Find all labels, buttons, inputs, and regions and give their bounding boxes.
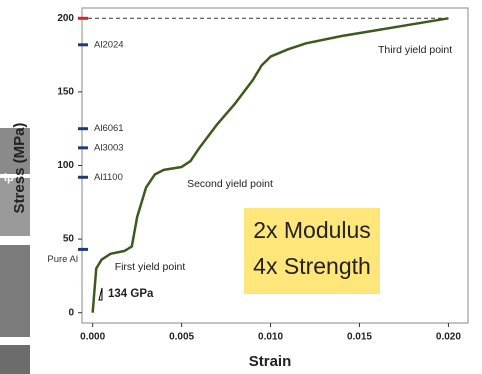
reference-label: Al3003 bbox=[94, 142, 124, 153]
annotation: Second yield point bbox=[187, 178, 273, 190]
callout-text: 4x Strength bbox=[253, 253, 371, 279]
line bbox=[91, 17, 449, 313]
y-tick-label: 100 bbox=[57, 160, 74, 171]
x-tick-label: 0.005 bbox=[169, 332, 194, 343]
modulus-triangle bbox=[98, 287, 103, 301]
photo-strip bbox=[0, 245, 30, 337]
reference-label: Al2024 bbox=[94, 39, 124, 50]
annotation: First yield point bbox=[115, 261, 186, 273]
photo-label: ip bbox=[4, 172, 14, 184]
x-tick-label: 0.000 bbox=[80, 332, 105, 343]
x-axis-label: Strain bbox=[249, 353, 292, 370]
x-tick-label: 0.015 bbox=[347, 332, 372, 343]
y-tick-label: 150 bbox=[57, 87, 74, 98]
y-tick-label: 0 bbox=[68, 307, 74, 318]
photo-strip bbox=[0, 128, 30, 174]
reference-label: Al6061 bbox=[94, 123, 124, 134]
y-tick-label: 200 bbox=[57, 13, 74, 24]
x-tick-label: 0.020 bbox=[436, 332, 461, 343]
photo-strip bbox=[0, 345, 30, 374]
annotation: 134 GPa bbox=[108, 288, 154, 300]
y-tick-label: 50 bbox=[63, 234, 75, 245]
reference-label: Al1100 bbox=[94, 172, 123, 183]
callout-box bbox=[244, 208, 380, 294]
y-axis-label: Stress (MPa) bbox=[11, 123, 28, 214]
photo-strip bbox=[0, 178, 30, 236]
callout-text: 2x Modulus bbox=[253, 217, 371, 243]
annotation: Third yield point bbox=[378, 44, 452, 56]
reference-label: Pure Al bbox=[47, 254, 78, 265]
x-tick-label: 0.010 bbox=[258, 332, 283, 343]
